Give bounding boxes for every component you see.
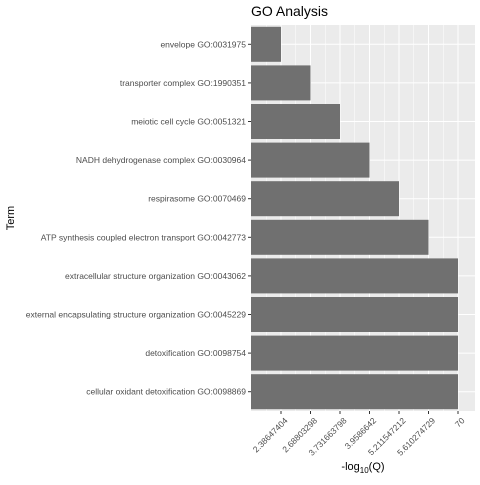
bar	[251, 335, 458, 371]
bar	[251, 374, 458, 410]
bar	[251, 297, 458, 332]
x-axis: 2.386474042.688032983.7316637983.9586642…	[251, 411, 467, 458]
y-tick-label: ATP synthesis coupled electron transport…	[41, 232, 246, 242]
y-tick-label: extracellular structure organization GO:…	[65, 271, 246, 281]
bar	[251, 219, 429, 255]
y-tick-label: NADH dehydrogenase complex GO:0030964	[76, 155, 246, 165]
y-axis-title: Term	[5, 206, 17, 230]
bar	[251, 26, 281, 62]
y-tick-label: respirasome GO:0070469	[148, 194, 246, 204]
x-axis-title: -log10(Q)	[341, 461, 384, 475]
y-tick-label: envelope GO:0031975	[160, 39, 246, 49]
x-tick-label: 70	[453, 415, 467, 429]
chart-title: GO Analysis	[251, 3, 328, 19]
bars	[251, 26, 458, 410]
bar	[251, 104, 340, 139]
bar	[251, 65, 311, 101]
y-tick-label: cellular oxidant detoxification GO:00988…	[86, 387, 246, 397]
y-axis: envelope GO:0031975 transporter complex G…	[26, 39, 251, 397]
bar	[251, 181, 399, 217]
y-tick-label: detoxification GO:0098754	[145, 348, 246, 358]
y-tick-label: transporter complex GO:1990351	[120, 78, 246, 88]
bar	[251, 258, 458, 294]
y-tick-label: external encapsulating structure organiz…	[26, 310, 246, 320]
y-tick-label: meiotic cell cycle GO:0051321	[131, 117, 246, 127]
bar	[251, 142, 370, 178]
